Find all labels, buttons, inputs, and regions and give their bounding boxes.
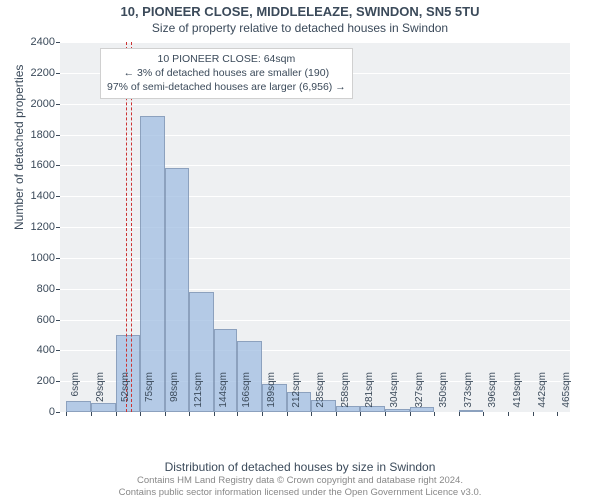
xtick-label: 258sqm (340, 372, 351, 417)
ytick-label: 2000 (15, 98, 55, 110)
gridline (60, 289, 570, 290)
xtick-label: 75sqm (144, 372, 155, 417)
xtick-mark (66, 412, 67, 416)
ytick-mark (56, 104, 60, 105)
xtick-label: 327sqm (414, 372, 425, 417)
annotation-line-1: 10 PIONEER CLOSE: 64sqm (107, 52, 346, 66)
ytick-label: 800 (15, 283, 55, 295)
xtick-label: 350sqm (438, 372, 449, 417)
attribution: Contains HM Land Registry data © Crown c… (0, 475, 600, 498)
annotation-line-2: ← 3% of detached houses are smaller (190… (107, 66, 346, 80)
gridline (60, 165, 570, 166)
ytick-mark (56, 227, 60, 228)
histogram-bar (140, 116, 165, 412)
xtick-label: 98sqm (169, 372, 180, 417)
attribution-line-1: Contains HM Land Registry data © Crown c… (0, 475, 600, 486)
xtick-label: 6sqm (70, 372, 81, 417)
ytick-label: 1600 (15, 159, 55, 171)
annotation-box: 10 PIONEER CLOSE: 64sqm ← 3% of detached… (100, 48, 353, 99)
xtick-mark (360, 412, 361, 416)
xtick-mark (214, 412, 215, 416)
xtick-mark (533, 412, 534, 416)
xtick-mark (508, 412, 509, 416)
xtick-mark (483, 412, 484, 416)
xtick-label: 442sqm (537, 372, 548, 417)
xtick-mark (262, 412, 263, 416)
ytick-label: 1200 (15, 221, 55, 233)
gridline (60, 104, 570, 105)
gridline (60, 258, 570, 259)
plot-area: 0200400600800100012001400160018002000220… (60, 42, 570, 412)
xtick-label: 235sqm (315, 372, 326, 417)
gridline (60, 42, 570, 43)
xtick-mark (165, 412, 166, 416)
xtick-mark (91, 412, 92, 416)
xtick-mark (140, 412, 141, 416)
ytick-label: 1400 (15, 190, 55, 202)
gridline (60, 135, 570, 136)
chart-title: 10, PIONEER CLOSE, MIDDLELEAZE, SWINDON,… (0, 0, 600, 19)
xtick-label: 465sqm (561, 372, 572, 417)
ytick-mark (56, 165, 60, 166)
annotation-line-3: 97% of semi-detached houses are larger (… (107, 80, 346, 94)
xtick-label: 212sqm (291, 372, 302, 417)
xtick-label: 189sqm (266, 372, 277, 417)
xtick-mark (116, 412, 117, 416)
x-axis-label: Distribution of detached houses by size … (0, 460, 600, 474)
gridline (60, 196, 570, 197)
ytick-mark (56, 258, 60, 259)
xtick-label: 52sqm (120, 372, 131, 417)
ytick-mark (56, 289, 60, 290)
xtick-label: 281sqm (364, 372, 375, 417)
ytick-label: 1000 (15, 252, 55, 264)
ytick-label: 2200 (15, 67, 55, 79)
ytick-mark (56, 320, 60, 321)
xtick-mark (287, 412, 288, 416)
gridline (60, 320, 570, 321)
ytick-label: 400 (15, 344, 55, 356)
ytick-mark (56, 73, 60, 74)
ytick-mark (56, 135, 60, 136)
ytick-mark (56, 42, 60, 43)
ytick-label: 2400 (15, 36, 55, 48)
xtick-label: 144sqm (218, 372, 229, 417)
xtick-label: 304sqm (389, 372, 400, 417)
xtick-label: 419sqm (512, 372, 523, 417)
ytick-mark (56, 350, 60, 351)
xtick-label: 121sqm (193, 372, 204, 417)
xtick-mark (557, 412, 558, 416)
xtick-mark (336, 412, 337, 416)
ytick-mark (56, 196, 60, 197)
xtick-label: 396sqm (487, 372, 498, 417)
xtick-mark (410, 412, 411, 416)
xtick-label: 166sqm (241, 372, 252, 417)
ytick-label: 1800 (15, 129, 55, 141)
xtick-mark (459, 412, 460, 416)
xtick-mark (385, 412, 386, 416)
xtick-label: 29sqm (95, 372, 106, 417)
xtick-mark (311, 412, 312, 416)
ytick-label: 200 (15, 375, 55, 387)
ytick-label: 0 (15, 406, 55, 418)
gridline (60, 227, 570, 228)
xtick-mark (189, 412, 190, 416)
xtick-mark (434, 412, 435, 416)
chart-subtitle: Size of property relative to detached ho… (0, 19, 600, 35)
ytick-mark (56, 412, 60, 413)
attribution-line-2: Contains public sector information licen… (0, 487, 600, 498)
y-axis-label: Number of detached properties (12, 65, 26, 230)
ytick-mark (56, 381, 60, 382)
xtick-mark (237, 412, 238, 416)
ytick-label: 600 (15, 314, 55, 326)
chart-container: 10, PIONEER CLOSE, MIDDLELEAZE, SWINDON,… (0, 0, 600, 500)
xtick-label: 373sqm (463, 372, 474, 417)
